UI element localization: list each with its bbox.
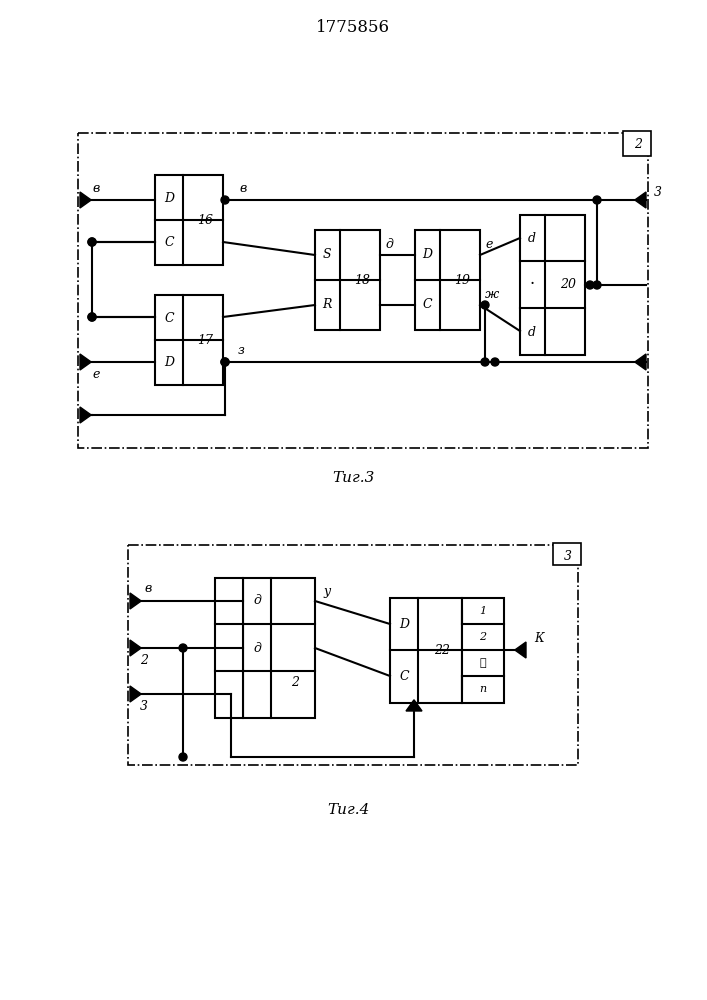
Bar	[243, 578, 315, 718]
Text: C: C	[164, 236, 174, 249]
Text: 2: 2	[140, 654, 148, 666]
Circle shape	[491, 358, 499, 366]
Circle shape	[221, 358, 229, 366]
Text: D: D	[399, 617, 409, 631]
Polygon shape	[130, 593, 141, 609]
Bar	[315, 230, 380, 330]
Polygon shape	[130, 686, 141, 702]
Polygon shape	[635, 354, 646, 370]
Text: 3: 3	[654, 186, 662, 198]
Polygon shape	[130, 640, 141, 656]
Text: d: d	[528, 232, 536, 244]
Circle shape	[221, 196, 229, 204]
Text: в: в	[93, 182, 100, 194]
Polygon shape	[515, 642, 526, 658]
Text: R: R	[322, 298, 332, 312]
Text: 1775856: 1775856	[316, 19, 390, 36]
Polygon shape	[80, 354, 91, 370]
Text: 3: 3	[140, 700, 148, 712]
Circle shape	[593, 281, 601, 289]
Bar	[462, 598, 504, 703]
Bar	[128, 545, 578, 765]
Text: К: К	[534, 632, 544, 645]
Bar	[215, 578, 243, 718]
Bar	[415, 230, 480, 330]
Bar	[553, 543, 581, 565]
Text: C: C	[164, 312, 174, 324]
Bar	[155, 175, 223, 265]
Polygon shape	[80, 192, 91, 208]
Circle shape	[179, 753, 187, 761]
Circle shape	[179, 644, 187, 652]
Text: д: д	[253, 594, 261, 607]
Bar	[78, 133, 648, 448]
Text: ⋯: ⋯	[479, 658, 486, 668]
Text: д: д	[253, 642, 261, 654]
Circle shape	[88, 238, 96, 246]
Text: ·: ·	[530, 276, 534, 294]
Text: 2: 2	[291, 676, 299, 690]
Text: з: з	[238, 344, 245, 357]
Polygon shape	[406, 700, 422, 711]
Text: 3: 3	[564, 550, 572, 562]
Bar	[390, 598, 462, 703]
Bar	[623, 131, 651, 156]
Text: D: D	[422, 248, 432, 261]
Text: у: у	[323, 584, 330, 597]
Polygon shape	[80, 407, 91, 423]
Text: S: S	[322, 248, 332, 261]
Text: в: в	[240, 182, 247, 194]
Text: d: d	[528, 326, 536, 338]
Text: Τиг.3: Τиг.3	[332, 471, 374, 485]
Text: 22: 22	[434, 644, 450, 656]
Text: в: в	[144, 582, 151, 595]
Text: ж: ж	[485, 288, 499, 302]
Text: 2: 2	[634, 138, 642, 151]
Circle shape	[586, 281, 594, 289]
Text: Τиг.4: Τиг.4	[327, 803, 369, 817]
Text: е: е	[93, 367, 100, 380]
Circle shape	[481, 358, 489, 366]
Circle shape	[481, 301, 489, 309]
Polygon shape	[635, 192, 646, 208]
Text: C: C	[399, 670, 409, 682]
Text: D: D	[164, 192, 174, 205]
Text: 20: 20	[560, 278, 576, 292]
Text: 18: 18	[354, 273, 370, 286]
Text: 17: 17	[197, 334, 213, 347]
Text: 2: 2	[479, 632, 486, 642]
Text: 16: 16	[197, 214, 213, 227]
Circle shape	[88, 313, 96, 321]
Circle shape	[88, 313, 96, 321]
Circle shape	[593, 196, 601, 204]
Text: 1: 1	[479, 606, 486, 616]
Text: n: n	[479, 684, 486, 694]
Bar	[155, 295, 223, 385]
Text: C: C	[422, 298, 432, 312]
Text: D: D	[164, 357, 174, 369]
Text: е: е	[485, 238, 492, 251]
Text: д: д	[385, 238, 393, 251]
Circle shape	[221, 358, 229, 366]
Circle shape	[88, 238, 96, 246]
Text: 19: 19	[454, 273, 470, 286]
Bar	[520, 215, 585, 355]
